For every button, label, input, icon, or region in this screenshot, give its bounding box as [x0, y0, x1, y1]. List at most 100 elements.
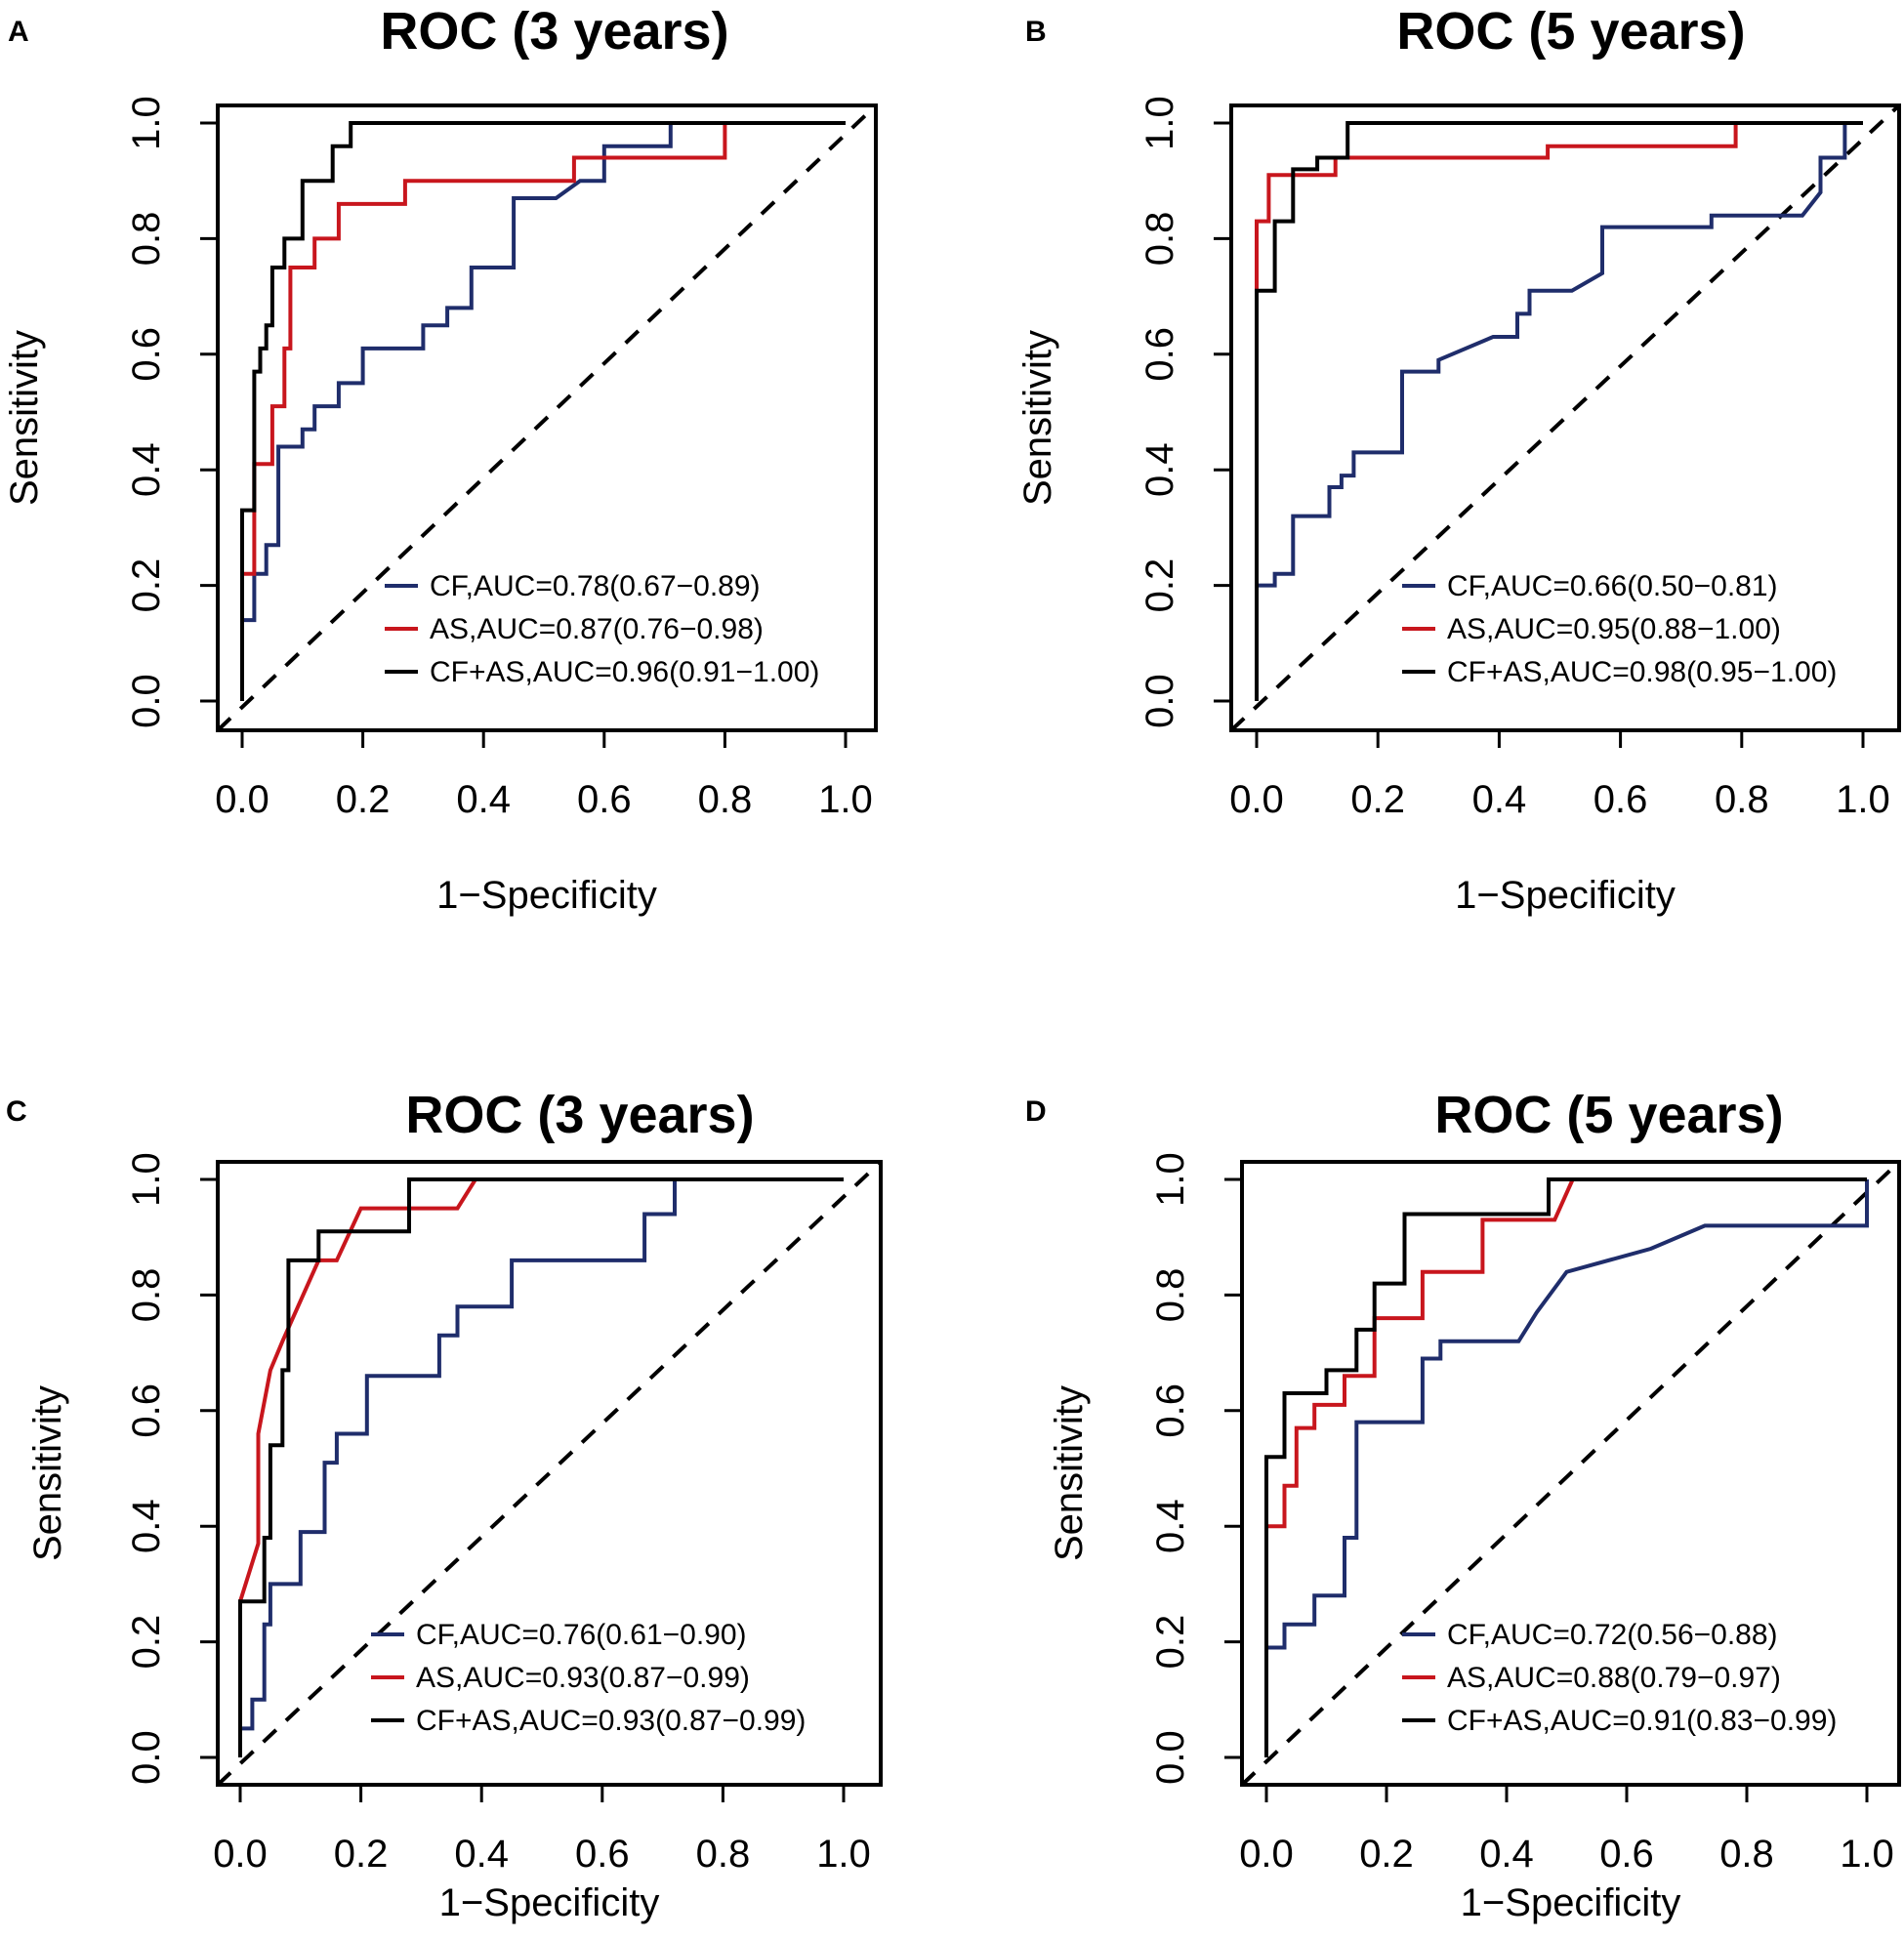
y-tick-label: 0.8 — [125, 212, 168, 267]
panel-letter: D — [1025, 1095, 1047, 1128]
x-tick-label: 1.0 — [816, 1833, 871, 1876]
legend-entry: AS,AUC=0.93(0.87−0.99) — [416, 1662, 750, 1694]
y-tick-label: 0.4 — [1138, 442, 1181, 497]
roc-curve-cf-plus-as — [1264, 1177, 1867, 1757]
y-tick-label: 0.0 — [1138, 674, 1181, 728]
legend-entry: CF+AS,AUC=0.98(0.95−1.00) — [1447, 656, 1837, 688]
panel-letter: B — [1025, 16, 1047, 48]
legend-entry: CF+AS,AUC=0.93(0.87−0.99) — [416, 1705, 806, 1737]
x-tick-label: 0.0 — [1229, 778, 1284, 821]
chart-title: ROC (5 years) — [1434, 1086, 1783, 1144]
roc-curve-cf-plus-as — [240, 121, 846, 701]
y-tick-label: 0.8 — [1149, 1268, 1192, 1323]
y-axis-label: Sensitivity — [1048, 1385, 1091, 1561]
x-tick-label: 0.4 — [454, 1833, 509, 1876]
x-tick-label: 1.0 — [1840, 1833, 1894, 1876]
plot-frame — [216, 1160, 883, 1787]
y-tick-label: 0.6 — [1149, 1383, 1192, 1438]
legend-entry: CF,AUC=0.76(0.61−0.90) — [416, 1619, 747, 1651]
y-tick-label: 0.2 — [1138, 558, 1181, 613]
y-tick-label: 0.2 — [125, 558, 168, 613]
x-axis-label: 1−Specificity — [1461, 1881, 1681, 1924]
x-tick-label: 0.2 — [336, 778, 391, 821]
x-tick-label: 1.0 — [818, 778, 873, 821]
chart-title: ROC (3 years) — [405, 1086, 754, 1144]
plot-frame — [1240, 1160, 1901, 1787]
roc-panel-c: C ROC (3 years) 0.0 0.2 0.4 0.6 0.8 1.0 0.0 0.2 0.… — [6, 1086, 883, 1924]
y-tick-label: 0.4 — [125, 1499, 168, 1553]
y-axis-label: Sensitivity — [1016, 330, 1059, 506]
x-tick-label: 0.6 — [1594, 778, 1648, 821]
x-tick-label: 0.2 — [1359, 1833, 1414, 1876]
roc-curve-cf-plus-as — [238, 1177, 844, 1757]
y-tick-label: 1.0 — [1149, 1152, 1192, 1207]
legend-entry: CF,AUC=0.72(0.56−0.88) — [1447, 1619, 1778, 1651]
y-tick-label: 0.4 — [1149, 1499, 1192, 1553]
roc-curve-as — [1264, 1177, 1867, 1757]
legend-entry: AS,AUC=0.88(0.79−0.97) — [1447, 1662, 1781, 1694]
x-axis-label: 1−Specificity — [439, 1881, 660, 1924]
x-tick-label: 0.8 — [698, 778, 753, 821]
legend-entry: CF,AUC=0.66(0.50−0.81) — [1447, 570, 1778, 602]
x-tick-label: 0.2 — [334, 1833, 389, 1876]
x-tick-label: 0.8 — [1719, 1833, 1774, 1876]
y-axis-label: Sensitivity — [3, 330, 46, 506]
legend-entry: CF,AUC=0.78(0.67−0.89) — [430, 570, 761, 602]
panel-letter: C — [6, 1095, 27, 1128]
x-tick-label: 0.4 — [1479, 1833, 1534, 1876]
legend-entry: AS,AUC=0.87(0.76−0.98) — [430, 613, 764, 645]
x-tick-label: 0.0 — [213, 1833, 268, 1876]
reference-diagonal — [1229, 103, 1901, 732]
roc-curve-as — [238, 1177, 844, 1602]
x-tick-label: 0.2 — [1350, 778, 1405, 821]
x-tick-label: 1.0 — [1836, 778, 1890, 821]
roc-curve-cf — [1264, 1179, 1869, 1757]
y-tick-label: 0.0 — [125, 1730, 168, 1785]
reference-diagonal — [1240, 1160, 1901, 1787]
reference-diagonal — [216, 1160, 883, 1787]
roc-panel-b: B ROC (5 years) 0.0 0.2 0.4 0.6 0.8 1.0 0.0 0.2 0.… — [1016, 2, 1901, 917]
y-tick-label: 0.0 — [125, 674, 168, 728]
y-tick-label: 0.6 — [1138, 327, 1181, 382]
chart-title: ROC (5 years) — [1396, 2, 1745, 61]
y-tick-label: 0.8 — [125, 1268, 168, 1323]
chart-title: ROC (3 years) — [380, 2, 728, 61]
y-tick-label: 1.0 — [1138, 96, 1181, 150]
legend-entry: AS,AUC=0.95(0.88−1.00) — [1447, 613, 1781, 645]
x-axis-label: 1−Specificity — [436, 874, 657, 917]
x-tick-label: 0.0 — [1239, 1833, 1294, 1876]
x-tick-label: 0.0 — [215, 778, 269, 821]
roc-curve-cf — [238, 1177, 844, 1757]
y-tick-label: 0.6 — [125, 327, 168, 382]
plot-frame — [1229, 103, 1901, 732]
y-tick-label: 0.4 — [125, 442, 168, 497]
y-tick-label: 0.0 — [1149, 1730, 1192, 1785]
y-tick-label: 1.0 — [125, 1152, 168, 1207]
roc-curve-cf-plus-as — [1255, 121, 1863, 701]
x-tick-label: 0.8 — [1715, 778, 1769, 821]
plot-frame — [216, 103, 878, 732]
roc-panel-d: D ROC (5 years) 0.0 0.2 0.4 0.6 0.8 1.0 0.0 0.2 0.… — [1025, 1086, 1901, 1924]
legend-entry: CF+AS,AUC=0.96(0.91−1.00) — [430, 656, 819, 688]
roc-panel-a: A ROC (3 years) 0.0 0.2 0.4 0.6 0.8 1.0 0.0 0.2 0.… — [3, 2, 878, 917]
x-axis-label: 1−Specificity — [1455, 874, 1676, 917]
y-tick-label: 0.6 — [125, 1383, 168, 1438]
reference-diagonal — [216, 103, 878, 732]
x-tick-label: 0.6 — [1599, 1833, 1654, 1876]
y-axis-label: Sensitivity — [26, 1385, 69, 1561]
y-tick-label: 0.2 — [125, 1615, 168, 1670]
x-tick-label: 0.8 — [696, 1833, 751, 1876]
y-tick-label: 1.0 — [125, 96, 168, 150]
legend-entry: CF+AS,AUC=0.91(0.83−0.99) — [1447, 1705, 1837, 1737]
roc-curve-as — [1255, 121, 1863, 701]
y-tick-label: 0.8 — [1138, 212, 1181, 267]
y-tick-label: 0.2 — [1149, 1615, 1192, 1670]
x-tick-label: 0.4 — [456, 778, 511, 821]
x-tick-label: 0.4 — [1472, 778, 1527, 821]
x-tick-label: 0.6 — [575, 1833, 630, 1876]
x-tick-label: 0.6 — [577, 778, 632, 821]
roc-curve-as — [240, 121, 846, 701]
panel-letter: A — [8, 16, 29, 48]
roc-curve-cf — [1255, 121, 1863, 592]
